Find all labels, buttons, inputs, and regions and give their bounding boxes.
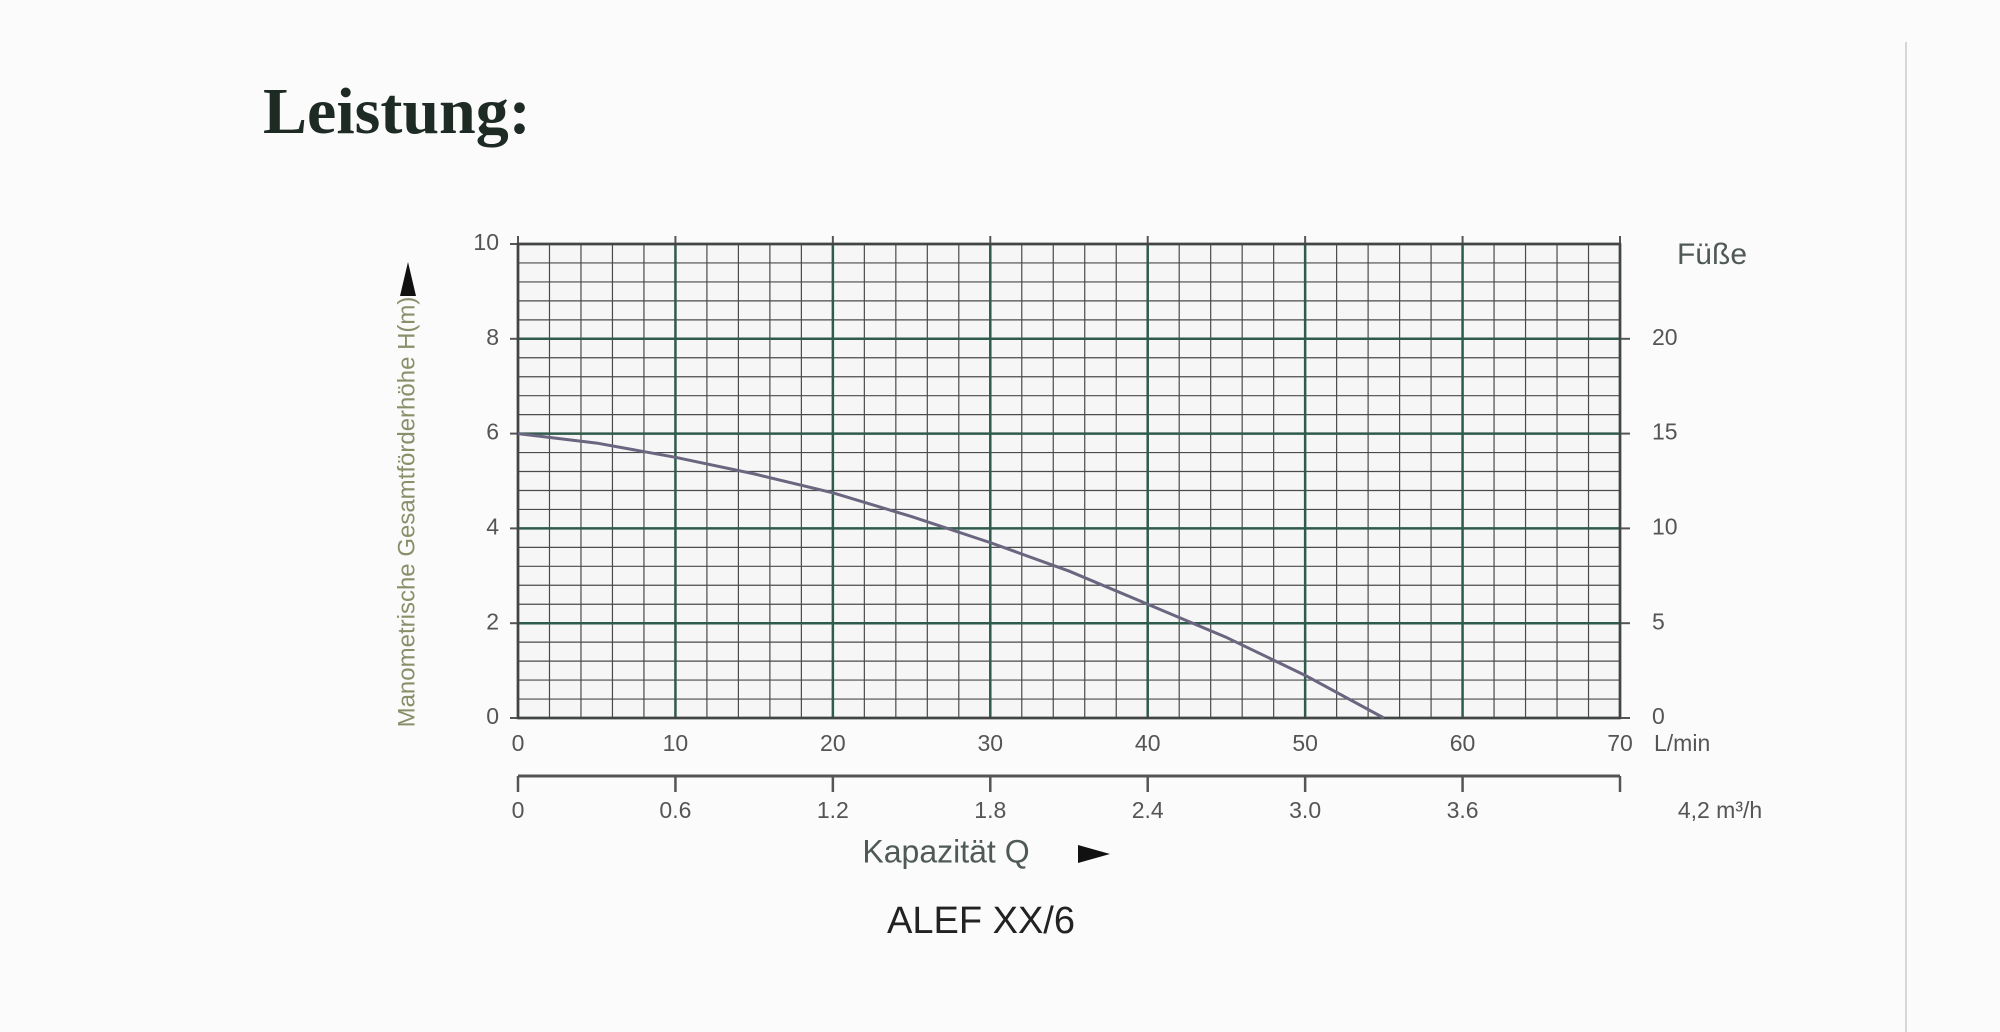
y2-tick-label: 5	[1652, 608, 1665, 634]
grid	[516, 242, 1622, 720]
y-tick-label: 2	[486, 608, 499, 634]
x2-tick-label: 3.0	[1289, 797, 1321, 823]
y-tick-label: 8	[486, 324, 499, 350]
y2-tick-label: 0	[1652, 703, 1665, 729]
x2-tick-label: 4,2 m³/h	[1678, 797, 1762, 823]
x-arrow	[1078, 845, 1110, 863]
x2-tick-label: 0.6	[659, 797, 691, 823]
y2-tick-label: 15	[1652, 419, 1678, 445]
y2-axis-label: Füße	[1677, 238, 1747, 271]
heading: Leistung:	[263, 75, 531, 148]
y2-tick-label: 20	[1652, 324, 1678, 350]
x-tick-label: 30	[977, 730, 1003, 756]
y-tick-label: 6	[486, 419, 499, 445]
x2-tick-label: 1.2	[817, 797, 849, 823]
y-tick-label: 4	[486, 513, 499, 539]
y-tick-label: 0	[486, 703, 499, 729]
y-tick-label: 10	[473, 229, 499, 255]
x2-tick-label: 2.4	[1132, 797, 1164, 823]
x2-tick-label: 1.8	[974, 797, 1006, 823]
x2-tick-label: 3.6	[1447, 797, 1479, 823]
x-tick-label: 60	[1450, 730, 1476, 756]
x-unit: L/min	[1654, 730, 1710, 756]
curve	[517, 432, 1385, 720]
y2-tick-label: 10	[1652, 513, 1678, 539]
x-tick-label: 40	[1135, 730, 1161, 756]
caption: ALEF XX/6	[887, 900, 1075, 942]
plot-area	[518, 244, 1620, 718]
x-tick-label: 50	[1292, 730, 1318, 756]
x-tick-label: 20	[820, 730, 846, 756]
y-arrow	[400, 262, 416, 296]
y-axis-label: Manometrische Gesamtförderhöhe H(m)	[393, 297, 420, 728]
x2-tick-label: 0	[512, 797, 525, 823]
x-tick-label: 10	[663, 730, 689, 756]
x-axis-label: Kapazität Q	[862, 833, 1029, 869]
x-tick-label: 0	[512, 730, 525, 756]
x-tick-label: 70	[1607, 730, 1633, 756]
plot-frame	[516, 242, 1622, 720]
